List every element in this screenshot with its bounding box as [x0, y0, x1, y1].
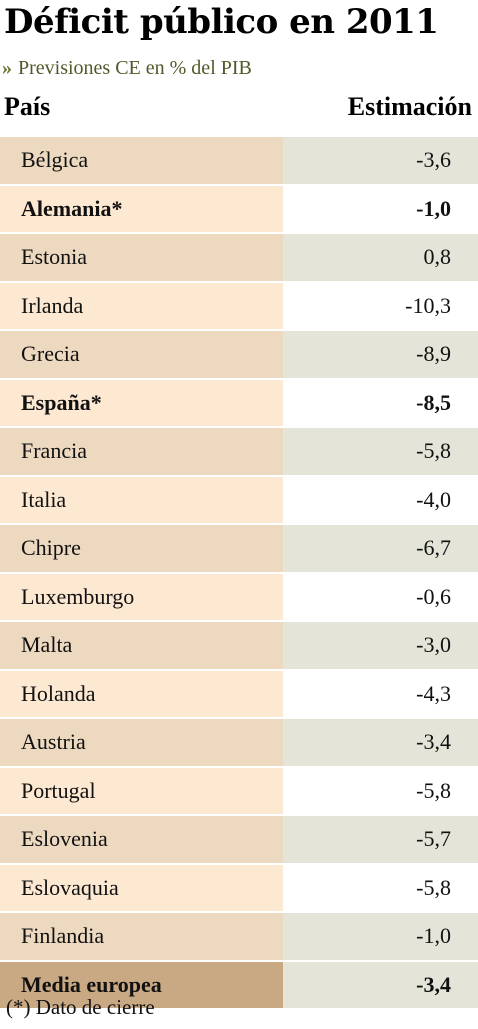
- country-cell: Grecia: [0, 331, 283, 378]
- country-cell: Portugal: [0, 767, 283, 814]
- value-cell: -3,6: [283, 137, 478, 184]
- table-row: Eslovenia -5,7: [0, 816, 478, 865]
- country-cell: Italia: [0, 476, 283, 523]
- value-cell: -8,9: [283, 331, 478, 378]
- table-row: Austria -3,4: [0, 719, 478, 768]
- country-cell: España*: [0, 379, 283, 426]
- table-row: Irlanda -10,3: [0, 282, 478, 331]
- country-cell: Holanda: [0, 670, 283, 717]
- table-row: Finlandia -1,0: [0, 913, 478, 962]
- table-row: Alemania* -1,0: [0, 185, 478, 234]
- table-row: Bélgica -3,6: [0, 137, 478, 186]
- value-cell: -0,6: [283, 573, 478, 620]
- footnote: (*) Dato de cierre: [6, 995, 155, 1019]
- data-table: Bélgica -3,6 Alemania* -1,0 Estonia 0,8 Irland…: [0, 137, 478, 1010]
- chart-title: Déficit público en 2011: [4, 2, 439, 42]
- double-chevron-icon: »: [2, 57, 12, 79]
- table-row: Malta -3,0: [0, 622, 478, 671]
- table-row: Holanda -4,3: [0, 670, 478, 719]
- table-row: Eslovaquia -5,8: [0, 864, 478, 913]
- value-cell: -3,0: [283, 622, 478, 669]
- value-cell: -1,0: [283, 913, 478, 960]
- summary-row: Media europea -3,4: [0, 961, 478, 1010]
- table-row: Grecia -8,9: [0, 331, 478, 380]
- value-cell: -3,4: [283, 961, 478, 1008]
- column-header-value: Estimación: [347, 92, 472, 121]
- country-cell: Estonia: [0, 234, 283, 281]
- value-cell: -4,3: [283, 670, 478, 717]
- country-cell: Austria: [0, 719, 283, 766]
- chart-subtitle: » Previsiones CE en % del PIB: [2, 54, 252, 82]
- value-cell: -5,8: [283, 864, 478, 911]
- table-row: Luxemburgo -0,6: [0, 573, 478, 622]
- country-cell: Irlanda: [0, 282, 283, 329]
- country-cell: Chipre: [0, 525, 283, 572]
- country-cell: Bélgica: [0, 137, 283, 184]
- value-cell: -5,8: [283, 428, 478, 475]
- table-row: Chipre -6,7: [0, 525, 478, 574]
- value-cell: -10,3: [283, 282, 478, 329]
- country-cell: Finlandia: [0, 913, 283, 960]
- value-cell: 0,8: [283, 234, 478, 281]
- table-row: Portugal -5,8: [0, 767, 478, 816]
- country-cell: Malta: [0, 622, 283, 669]
- country-cell: Eslovaquia: [0, 864, 283, 911]
- value-cell: -3,4: [283, 719, 478, 766]
- table-row: Italia -4,0: [0, 476, 478, 525]
- value-cell: -1,0: [283, 185, 478, 232]
- country-cell: Francia: [0, 428, 283, 475]
- table-row: Francia -5,8: [0, 428, 478, 477]
- subtitle-text: Previsiones CE en % del PIB: [18, 57, 252, 79]
- country-cell: Media europea: [0, 961, 283, 1008]
- value-cell: -8,5: [283, 379, 478, 426]
- value-cell: -6,7: [283, 525, 478, 572]
- country-cell: Eslovenia: [0, 816, 283, 863]
- table-row: España* -8,5: [0, 379, 478, 428]
- table-row: Estonia 0,8: [0, 234, 478, 283]
- value-cell: -5,7: [283, 816, 478, 863]
- country-cell: Alemania*: [0, 185, 283, 232]
- country-cell: Luxemburgo: [0, 573, 283, 620]
- value-cell: -5,8: [283, 767, 478, 814]
- column-header-country: País: [4, 92, 51, 121]
- value-cell: -4,0: [283, 476, 478, 523]
